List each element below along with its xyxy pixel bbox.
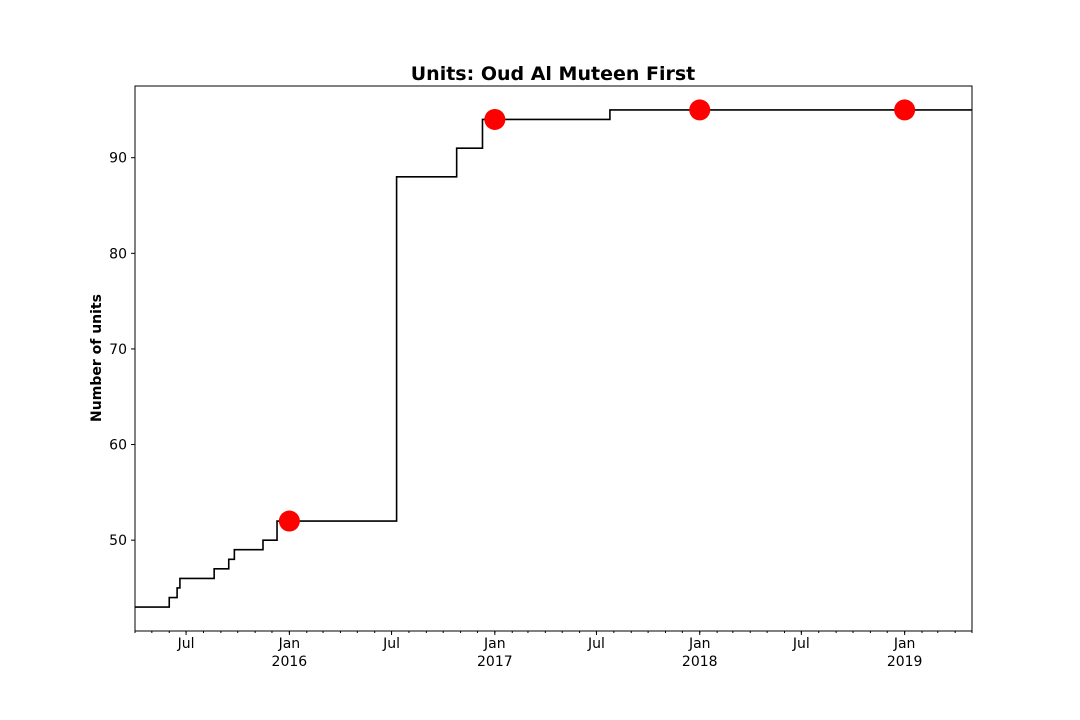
data-point-marker — [278, 510, 300, 532]
x-tick-label: Jan — [688, 636, 711, 652]
plot-area: Jul Jan 2016 Jul Jan 2017 Jul Jan 2018 Jul Jan 2019… — [109, 99, 973, 670]
series-step-line — [135, 109, 972, 608]
y-tick-label: 70 — [109, 342, 127, 358]
x-tick-label: Jan — [483, 636, 506, 652]
y-tick-label: 90 — [109, 151, 127, 167]
y-tick-label: 50 — [109, 533, 127, 549]
plot-frame — [134, 85, 973, 632]
y-axis-label: Number of units — [89, 294, 105, 422]
x-tick-label: Jan — [893, 636, 916, 652]
y-tick-label: 80 — [109, 246, 127, 262]
x-tick-label: Jan — [278, 636, 301, 652]
x-tick-year-label: 2018 — [682, 654, 718, 670]
data-point-marker — [484, 108, 506, 130]
data-point-marker — [894, 99, 916, 121]
x-tick-year-label: 2016 — [272, 654, 308, 670]
x-tick-label: Jul — [587, 636, 605, 652]
x-tick-year-label: 2017 — [477, 654, 513, 670]
y-tick-label: 60 — [109, 438, 127, 454]
x-tick-year-label: 2019 — [887, 654, 923, 670]
x-tick-label: Jul — [177, 636, 195, 652]
x-tick-label: Jul — [792, 636, 810, 652]
x-tick-label: Jul — [382, 636, 400, 652]
data-point-marker — [689, 99, 711, 121]
chart-title: Units: Oud Al Muteen First — [411, 63, 695, 85]
